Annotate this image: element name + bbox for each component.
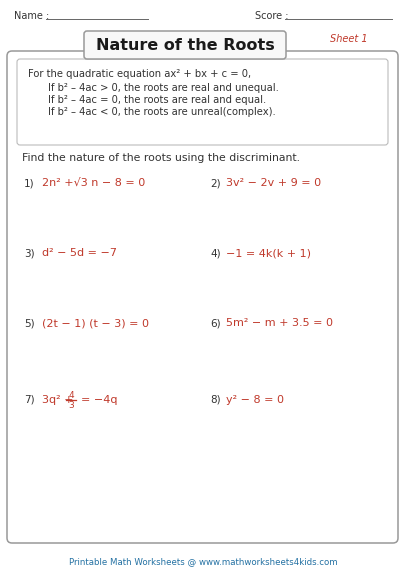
FancyBboxPatch shape <box>84 31 285 59</box>
FancyBboxPatch shape <box>17 59 387 145</box>
Text: 3: 3 <box>68 401 74 409</box>
Text: 8): 8) <box>209 395 220 405</box>
Text: If b² – 4ac < 0, the roots are unreal(complex).: If b² – 4ac < 0, the roots are unreal(co… <box>48 107 275 117</box>
Text: −1 = 4k(k + 1): −1 = 4k(k + 1) <box>226 248 310 258</box>
Text: = −4q: = −4q <box>81 395 117 405</box>
Text: Find the nature of the roots using the discriminant.: Find the nature of the roots using the d… <box>22 153 299 163</box>
Text: 3): 3) <box>24 248 34 258</box>
Text: Sheet 1: Sheet 1 <box>329 34 367 44</box>
Text: Score :: Score : <box>254 11 288 21</box>
Text: 5m² − m + 3.5 = 0: 5m² − m + 3.5 = 0 <box>226 318 332 328</box>
Text: 2n² +√3 n − 8 = 0: 2n² +√3 n − 8 = 0 <box>42 178 145 188</box>
Text: 2): 2) <box>209 178 220 188</box>
Text: For the quadratic equation ax² + bx + c = 0,: For the quadratic equation ax² + bx + c … <box>28 69 251 79</box>
Text: If b² – 4ac = 0, the roots are real and equal.: If b² – 4ac = 0, the roots are real and … <box>48 95 266 105</box>
FancyBboxPatch shape <box>7 51 397 543</box>
Text: If b² – 4ac > 0, the roots are real and unequal.: If b² – 4ac > 0, the roots are real and … <box>48 83 278 93</box>
Text: 4): 4) <box>209 248 220 258</box>
Text: 6): 6) <box>209 318 220 328</box>
Text: 5): 5) <box>24 318 34 328</box>
Text: d² − 5d = −7: d² − 5d = −7 <box>42 248 117 258</box>
Text: y² − 8 = 0: y² − 8 = 0 <box>226 395 284 405</box>
Text: (2t − 1) (t − 3) = 0: (2t − 1) (t − 3) = 0 <box>42 318 149 328</box>
Text: Name :: Name : <box>14 11 49 21</box>
Text: 4: 4 <box>68 390 74 400</box>
Text: 7): 7) <box>24 395 34 405</box>
Text: 3q² +: 3q² + <box>42 395 73 405</box>
Text: 3v² − 2v + 9 = 0: 3v² − 2v + 9 = 0 <box>226 178 320 188</box>
Text: 1): 1) <box>24 178 34 188</box>
Text: Nature of the Roots: Nature of the Roots <box>96 37 274 52</box>
Text: Printable Math Worksheets @ www.mathworksheets4kids.com: Printable Math Worksheets @ www.mathwork… <box>68 557 337 567</box>
